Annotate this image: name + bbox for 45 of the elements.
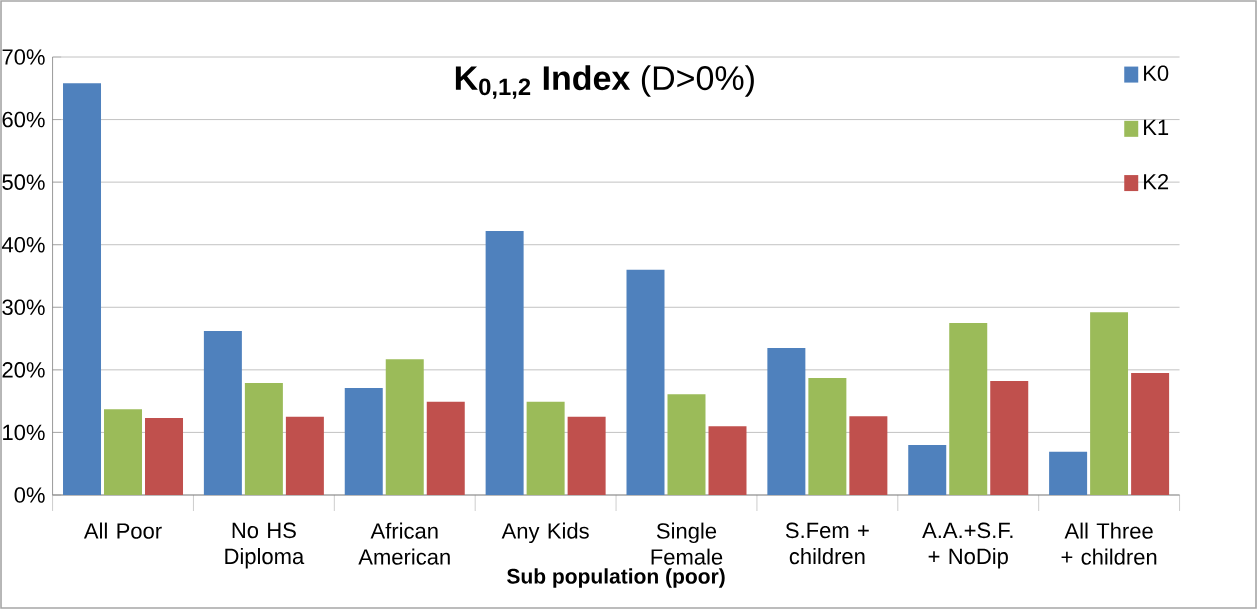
bar (203, 331, 242, 495)
bar (667, 394, 706, 495)
y-tick-label: 70% (2, 49, 45, 65)
x-tick-label: A.A.+S.F. + NoDip (922, 522, 1013, 569)
bar (526, 401, 565, 495)
bar (708, 426, 747, 495)
bar (567, 416, 606, 495)
legend-label: K2 (1144, 173, 1169, 190)
bar (285, 416, 324, 495)
bar (485, 230, 524, 495)
x-tick-label: No HS Diploma (225, 522, 305, 569)
y-tick-label: 50% (2, 174, 45, 190)
x-tick-label: African American (358, 522, 450, 565)
legend-label: K0 (1144, 65, 1169, 81)
x-tick-label: S.Fem + children (785, 522, 869, 565)
bar (426, 401, 465, 495)
x-tick-label: All Poor (83, 522, 162, 539)
chart-title: K$_{0,1,2}$ Index (D>0%) (455, 65, 754, 99)
y-tick-label: 60% (2, 111, 45, 128)
bar (104, 409, 143, 495)
bar (849, 416, 888, 495)
y-tick-label: 20% (2, 362, 45, 378)
y-tick-label: 30% (2, 299, 45, 316)
bar (1131, 372, 1170, 495)
bar (626, 269, 665, 495)
bar (808, 377, 847, 495)
y-tick-label: 0% (14, 487, 45, 503)
bar (908, 444, 947, 495)
x-axis-title: Sub population (poor) (507, 568, 725, 588)
bar (344, 387, 383, 495)
bar (145, 418, 184, 495)
y-tick-label: 40% (1, 236, 45, 253)
bar (244, 382, 283, 495)
bar (990, 381, 1029, 495)
legend-label: K1 (1144, 119, 1169, 135)
bar (767, 347, 806, 495)
bar (1049, 451, 1088, 495)
x-tick-label: Any Kids (501, 522, 589, 544)
x-tick-label: Single Female (651, 522, 723, 565)
x-tick-label: All Three + children (1061, 522, 1157, 565)
y-tick-label: 10% (3, 424, 45, 441)
bar (949, 322, 988, 495)
bar (1090, 312, 1129, 495)
bar (63, 83, 102, 495)
bar (385, 359, 424, 495)
